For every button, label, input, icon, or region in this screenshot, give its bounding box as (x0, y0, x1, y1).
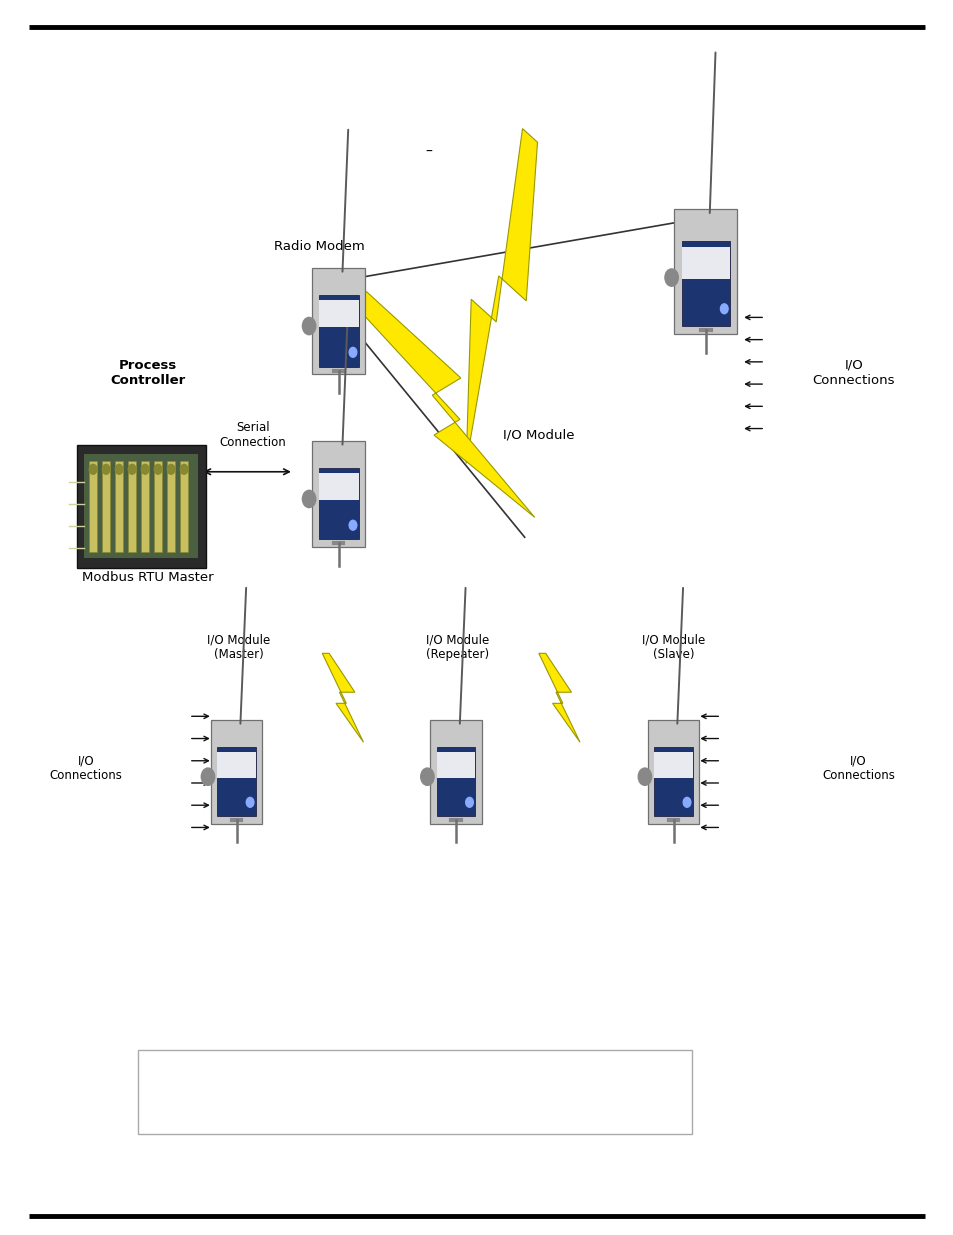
Text: –: – (425, 144, 433, 159)
Circle shape (664, 269, 678, 287)
Circle shape (154, 464, 162, 474)
Bar (436, 747, 475, 816)
Circle shape (682, 798, 690, 808)
Circle shape (302, 317, 315, 335)
Bar (128, 461, 136, 552)
Polygon shape (466, 128, 537, 463)
Polygon shape (538, 653, 579, 742)
Bar (681, 247, 729, 279)
Circle shape (201, 768, 214, 785)
Bar (654, 752, 692, 778)
Bar (89, 461, 97, 552)
Circle shape (302, 490, 315, 508)
FancyBboxPatch shape (430, 720, 481, 824)
FancyBboxPatch shape (312, 268, 365, 374)
Bar (115, 461, 123, 552)
Text: I/O Module: I/O Module (503, 429, 574, 441)
FancyBboxPatch shape (647, 720, 699, 824)
Polygon shape (351, 291, 534, 517)
Bar (141, 461, 149, 552)
FancyBboxPatch shape (211, 720, 262, 824)
FancyBboxPatch shape (312, 441, 365, 547)
Bar (318, 468, 358, 540)
Bar (180, 461, 188, 552)
Text: Process
Controller: Process Controller (111, 359, 185, 387)
Bar (217, 747, 255, 816)
Circle shape (720, 304, 727, 314)
Circle shape (141, 464, 149, 474)
Bar (217, 752, 255, 778)
Bar (76, 445, 206, 568)
Circle shape (180, 464, 188, 474)
Bar (102, 461, 110, 552)
Circle shape (90, 464, 97, 474)
Bar (318, 300, 358, 327)
Circle shape (420, 768, 434, 785)
Circle shape (349, 347, 356, 357)
Bar (436, 752, 475, 778)
Polygon shape (322, 653, 363, 742)
Text: I/O Module
(Slave): I/O Module (Slave) (641, 634, 704, 661)
Circle shape (638, 768, 651, 785)
Circle shape (128, 464, 135, 474)
Bar (84, 454, 198, 558)
Text: Modbus RTU Master: Modbus RTU Master (82, 572, 213, 584)
Circle shape (167, 464, 174, 474)
Text: Serial
Connection: Serial Connection (219, 421, 286, 448)
Bar (318, 473, 358, 500)
Text: Radio Modem: Radio Modem (274, 241, 365, 253)
Text: I/O
Connections: I/O Connections (821, 755, 894, 782)
Circle shape (465, 798, 473, 808)
Text: I/O
Connections: I/O Connections (812, 359, 894, 387)
Text: I/O Module
(Repeater): I/O Module (Repeater) (426, 634, 489, 661)
Bar (654, 747, 692, 816)
Circle shape (102, 464, 110, 474)
Circle shape (115, 464, 123, 474)
Bar (154, 461, 162, 552)
Text: I/O Module
(Master): I/O Module (Master) (207, 634, 270, 661)
Bar (318, 295, 358, 367)
Text: I/O
Connections: I/O Connections (50, 755, 122, 782)
Circle shape (349, 520, 356, 530)
Bar (681, 241, 729, 326)
Circle shape (246, 798, 253, 808)
FancyBboxPatch shape (674, 209, 737, 335)
Bar (167, 461, 174, 552)
Bar (138, 1050, 691, 1134)
